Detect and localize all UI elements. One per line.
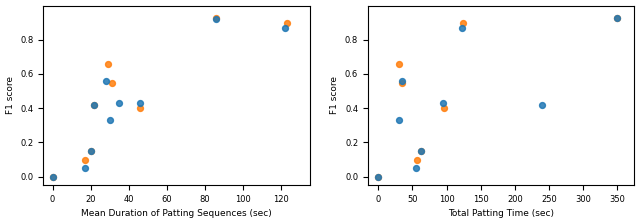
Point	[80, 158, 90, 161]
Point	[373, 175, 383, 178]
Point	[135, 106, 145, 110]
Point	[114, 101, 124, 105]
Point	[47, 175, 58, 178]
Point	[135, 101, 145, 105]
Point	[90, 103, 100, 107]
Point	[394, 62, 404, 65]
Point	[211, 17, 221, 21]
Point	[90, 103, 100, 107]
Point	[102, 62, 113, 65]
Point	[104, 118, 115, 122]
Point	[397, 79, 407, 83]
Point	[394, 118, 404, 122]
Point	[438, 101, 448, 105]
X-axis label: Mean Duration of Patting Sequences (sec): Mean Duration of Patting Sequences (sec)	[81, 209, 272, 218]
Point	[86, 149, 96, 153]
Point	[415, 149, 426, 153]
Point	[106, 81, 116, 84]
Point	[439, 106, 449, 110]
Y-axis label: F1 score: F1 score	[330, 76, 339, 114]
Point	[458, 21, 468, 24]
Point	[456, 26, 467, 30]
Y-axis label: F1 score: F1 score	[6, 76, 15, 114]
Point	[612, 16, 623, 19]
X-axis label: Total Patting Time (sec): Total Patting Time (sec)	[448, 209, 554, 218]
Point	[280, 26, 290, 30]
Point	[537, 103, 547, 107]
Point	[211, 16, 221, 19]
Point	[412, 158, 422, 161]
Point	[86, 149, 96, 153]
Point	[80, 166, 90, 170]
Point	[411, 166, 421, 170]
Point	[415, 149, 426, 153]
Point	[282, 21, 292, 24]
Point	[612, 16, 623, 19]
Point	[397, 81, 407, 84]
Point	[100, 79, 111, 83]
Point	[373, 175, 383, 178]
Point	[47, 175, 58, 178]
